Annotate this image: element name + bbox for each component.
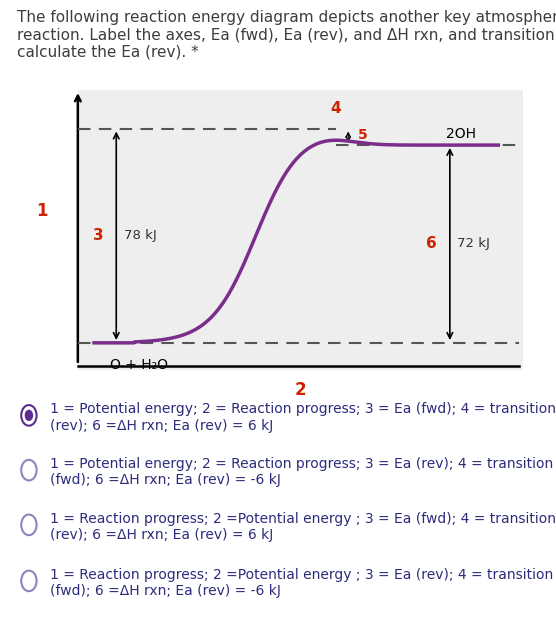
Text: 1 = Potential energy; 2 = Reaction progress; 3 = Ea (rev); 4 = transition state;: 1 = Potential energy; 2 = Reaction progr…: [50, 457, 556, 488]
Text: 1 = Potential energy; 2 = Reaction progress; 3 = Ea (fwd); 4 = transition state;: 1 = Potential energy; 2 = Reaction progr…: [50, 402, 556, 433]
Text: 2: 2: [295, 381, 306, 399]
Text: 6: 6: [426, 236, 437, 251]
Text: 4: 4: [331, 101, 341, 117]
Text: 5: 5: [358, 128, 368, 142]
Text: 1: 1: [36, 202, 47, 220]
Text: 3: 3: [93, 228, 103, 243]
Text: 78 kJ: 78 kJ: [125, 229, 157, 242]
Text: O + H₂O: O + H₂O: [110, 358, 168, 372]
Text: 2OH: 2OH: [446, 127, 476, 141]
Text: 1 = Reaction progress; 2 =Potential energy ; 3 = Ea (fwd); 4 = transition state;: 1 = Reaction progress; 2 =Potential ener…: [50, 512, 556, 542]
Text: The following reaction energy diagram depicts another key atmospheric
reaction. : The following reaction energy diagram de…: [17, 10, 556, 59]
Text: 72 kJ: 72 kJ: [457, 238, 490, 251]
Text: 1 = Reaction progress; 2 =Potential energy ; 3 = Ea (rev); 4 = transition state;: 1 = Reaction progress; 2 =Potential ener…: [50, 568, 556, 598]
